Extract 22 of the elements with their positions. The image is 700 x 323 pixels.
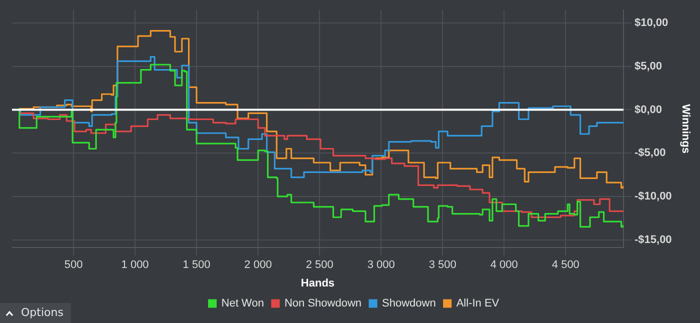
x-tick-label: 4 500 [552,259,580,272]
legend-label: All-In EV [456,298,500,310]
x-tick-label: 4 000 [490,259,518,272]
y-tick-label: $5,00 [634,60,662,72]
x-tick-label: 2 000 [244,259,272,272]
x-tick-label: 500 [64,259,83,272]
legend-label: Non Showdown [284,298,362,310]
x-axis-title: Hands [300,277,335,290]
y-tick-label: -$15,00 [634,234,672,246]
text: Options [21,305,64,321]
x-tick-label: 3 000 [367,259,395,272]
x-tick-label: 1 000 [121,259,149,272]
x-tick-label: 2 500 [306,259,334,272]
y-tick-label: -$5,00 [634,147,666,160]
y-tick-label: $10,00 [634,17,668,30]
y-tick-label: $0,00 [634,104,662,116]
x-tick-label: 1 500 [182,259,210,272]
legend-label: Showdown [382,298,436,310]
y-tick-label: -$10,00 [634,190,672,202]
x-tick-label: 3 500 [428,259,456,272]
y-axis-title: Winnings [679,104,692,154]
legend-label: Net Won [221,298,264,310]
